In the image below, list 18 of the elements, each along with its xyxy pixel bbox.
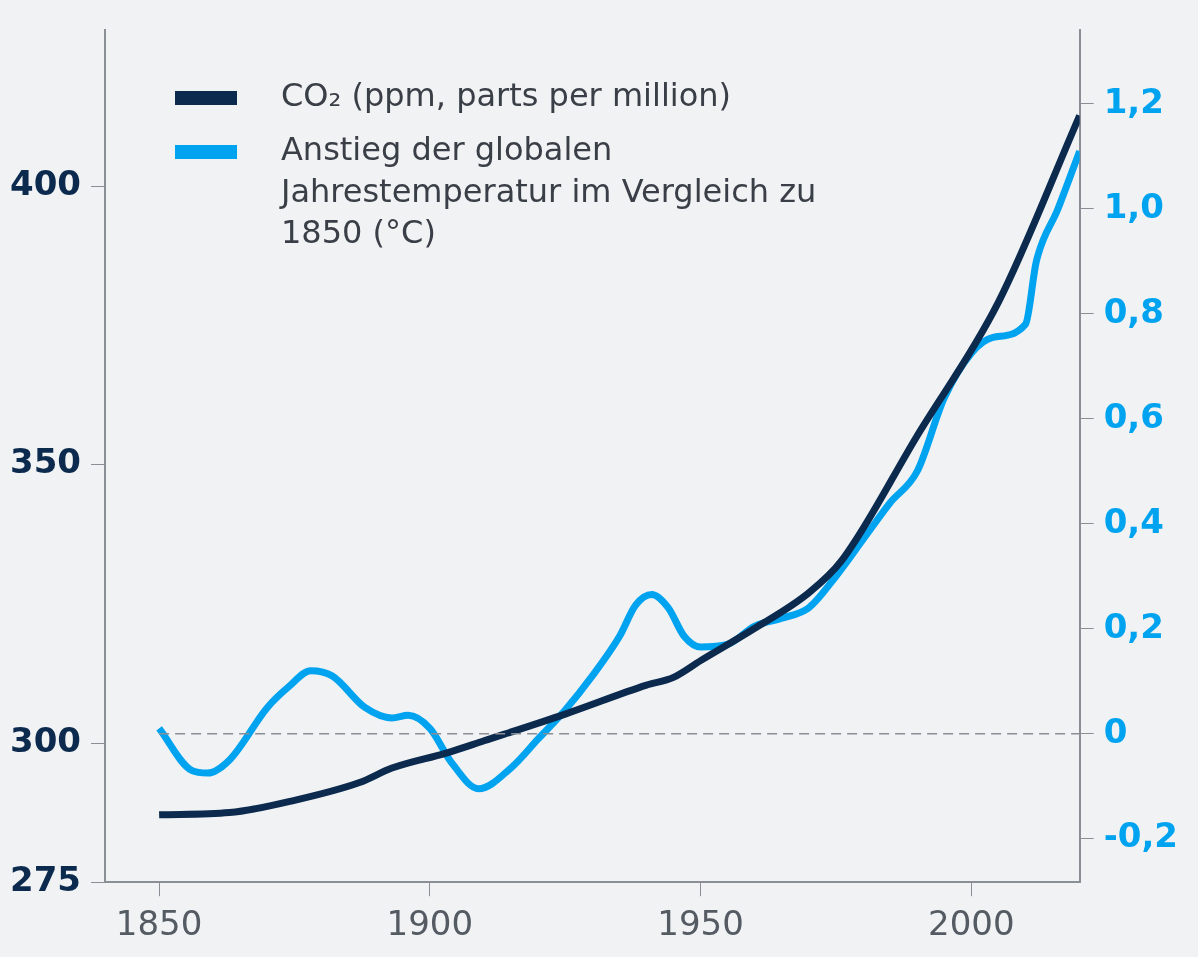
y2-tick-label: 1,2 <box>1103 80 1164 121</box>
y-tick-label: 275 <box>9 859 81 900</box>
y2-tick-label: -0,2 <box>1103 815 1178 856</box>
legend-label: CO₂ (ppm, parts per million) <box>280 75 731 117</box>
x-tick-label: 1900 <box>386 903 474 944</box>
y-tick-label: 400 <box>9 163 81 204</box>
y-tick-label: 300 <box>9 719 81 760</box>
y2-tick-label: 0,8 <box>1103 290 1164 331</box>
y2-tick-label: 0 <box>1103 710 1128 751</box>
y2-tick-label: 0,6 <box>1103 395 1164 436</box>
x-tick-label: 2000 <box>928 903 1015 944</box>
y-tick-label: 350 <box>9 441 81 482</box>
y2-tick-label: 0,2 <box>1103 605 1164 646</box>
x-tick-label: 1950 <box>657 903 744 944</box>
legend-label: Anstieg der globalen Jahrestemperatur im Vergleich zu 1850 (°C) <box>280 129 818 254</box>
x-tick-label: 1850 <box>115 903 203 944</box>
y2-tick-label: 1,0 <box>1103 185 1164 226</box>
y2-tick-label: 0,4 <box>1103 500 1164 541</box>
